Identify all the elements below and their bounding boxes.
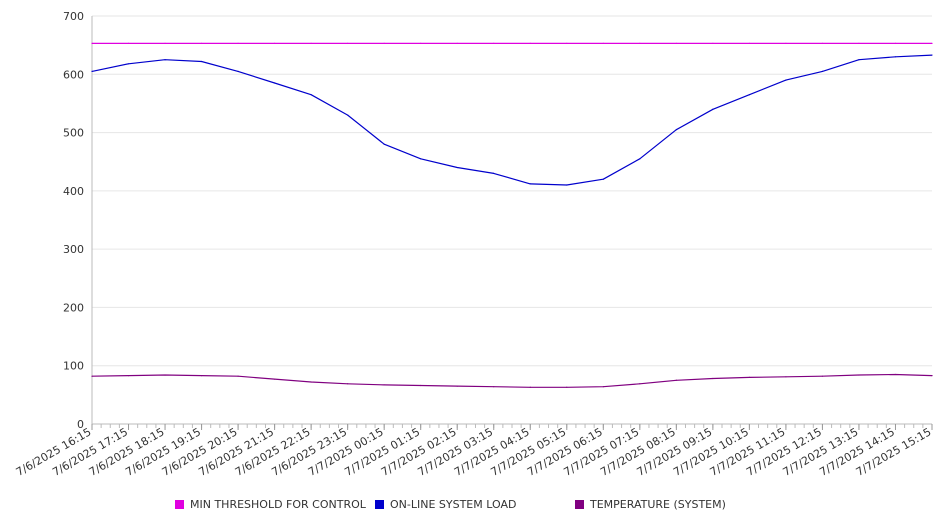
legend-swatch-min-threshold — [175, 500, 184, 509]
data-point — [785, 79, 787, 81]
legend-label-system-load: ON-LINE SYSTEM LOAD — [390, 498, 517, 511]
data-point — [237, 42, 239, 44]
data-point — [493, 386, 495, 388]
data-point — [821, 42, 824, 44]
y-tick-label: 400 — [63, 185, 84, 198]
data-point — [200, 60, 203, 63]
y-tick-label: 600 — [63, 68, 84, 81]
data-point — [529, 183, 531, 185]
data-point — [200, 42, 203, 44]
data-point — [712, 377, 714, 380]
data-point — [200, 375, 203, 377]
data-point — [675, 129, 677, 131]
data-point — [931, 54, 933, 56]
data-point — [164, 374, 166, 376]
data-point — [748, 94, 750, 96]
data-point — [420, 42, 422, 44]
data-point — [127, 42, 130, 44]
data-point — [420, 384, 422, 387]
y-tick-label: 200 — [63, 301, 84, 314]
data-point — [347, 42, 349, 44]
data-point — [274, 42, 276, 44]
data-point — [639, 42, 641, 44]
y-tick-label: 700 — [63, 10, 84, 23]
legend-item-min-threshold: MIN THRESHOLD FOR CONTROL — [175, 498, 366, 511]
data-point — [602, 42, 604, 44]
legend-item-system-load: ON-LINE SYSTEM LOAD — [375, 498, 516, 511]
temperature-line — [91, 373, 933, 388]
data-point — [127, 375, 130, 377]
data-point — [310, 42, 312, 44]
data-point — [894, 42, 897, 44]
data-point — [639, 383, 641, 385]
data-point — [383, 42, 385, 44]
data-point — [785, 42, 787, 44]
data-point — [529, 386, 531, 388]
data-point — [164, 59, 166, 61]
data-point — [894, 373, 897, 376]
data-point — [785, 376, 787, 378]
data-point — [931, 42, 933, 44]
data-point — [456, 385, 458, 387]
data-point — [347, 114, 349, 116]
data-point — [383, 384, 385, 386]
data-point — [237, 375, 239, 377]
legend-swatch-system-load — [375, 500, 384, 509]
data-point — [602, 178, 604, 180]
data-point — [127, 63, 130, 65]
data-point — [712, 42, 714, 44]
data-point — [456, 42, 458, 44]
legend-label-temperature: TEMPERATURE (SYSTEM) — [590, 498, 726, 511]
data-point — [383, 143, 385, 145]
system-load-line — [91, 54, 933, 186]
data-point — [274, 82, 276, 84]
legend-item-temperature: TEMPERATURE (SYSTEM) — [575, 498, 726, 511]
data-point — [858, 374, 860, 376]
data-point — [894, 56, 897, 58]
data-point — [456, 166, 458, 169]
data-point — [748, 376, 750, 378]
data-point — [566, 184, 568, 186]
data-point — [529, 42, 531, 44]
data-point — [712, 108, 714, 110]
data-point — [274, 378, 276, 380]
legend: MIN THRESHOLD FOR CONTROL ON-LINE SYSTEM… — [0, 498, 946, 514]
data-point — [310, 381, 312, 383]
data-point — [310, 94, 312, 96]
data-point — [566, 42, 568, 44]
data-point — [821, 375, 824, 377]
data-point — [566, 386, 568, 388]
data-point — [821, 70, 824, 72]
data-point — [347, 383, 349, 385]
data-point — [91, 70, 93, 72]
data-point — [493, 42, 495, 44]
data-point — [164, 42, 166, 44]
data-point — [675, 379, 677, 381]
data-point — [639, 158, 641, 160]
data-point — [493, 172, 495, 174]
data-point — [237, 70, 239, 72]
data-point — [748, 42, 750, 44]
data-point — [91, 42, 93, 44]
y-tick-label: 500 — [63, 127, 84, 140]
data-point — [91, 375, 93, 377]
legend-swatch-temperature — [575, 500, 584, 509]
data-point — [420, 158, 422, 160]
data-point — [858, 59, 860, 61]
y-tick-label: 0 — [77, 418, 84, 431]
y-tick-label: 300 — [63, 243, 84, 256]
data-point — [858, 42, 860, 44]
data-point — [931, 375, 933, 377]
data-point — [602, 386, 604, 388]
y-tick-label: 100 — [63, 360, 84, 373]
data-point — [675, 42, 677, 44]
legend-label-min-threshold: MIN THRESHOLD FOR CONTROL — [190, 498, 366, 511]
